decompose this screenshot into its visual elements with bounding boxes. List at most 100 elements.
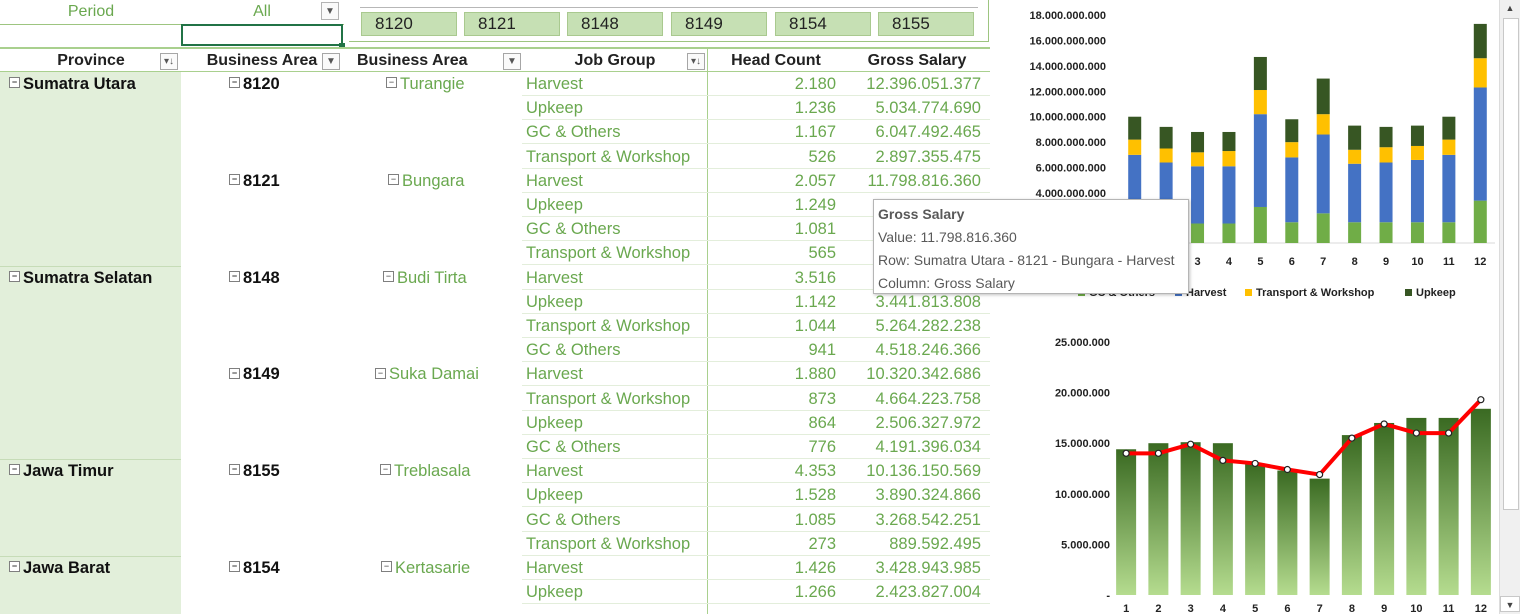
- head-count-cell[interactable]: 1.085: [794, 510, 836, 529]
- job-group-cell[interactable]: Transport & Workshop: [526, 534, 691, 553]
- job-group-cell[interactable]: Harvest: [526, 559, 583, 577]
- gross-salary-cell[interactable]: 3.441.813.808: [875, 292, 981, 311]
- job-group-cell[interactable]: Upkeep: [526, 292, 583, 311]
- collapse-icon[interactable]: −: [9, 561, 20, 573]
- business-area-desc-cell[interactable]: − Kertasarie: [381, 556, 470, 580]
- business-area-desc-cell[interactable]: − Bungara: [388, 169, 464, 193]
- job-group-cell[interactable]: Harvest: [526, 268, 583, 287]
- gross-salary-cell[interactable]: 5.034.774.690: [875, 99, 981, 118]
- collapse-icon[interactable]: −: [9, 77, 20, 89]
- job-group-cell[interactable]: GC & Others: [526, 438, 621, 456]
- stacked-bar-chart[interactable]: 4.000.000.000 6.000.000.000 8.000.000.000 1…: [1000, 0, 1497, 305]
- head-count-cell[interactable]: 1.528: [794, 486, 836, 505]
- period-filter-value[interactable]: All: [253, 3, 271, 20]
- province-cell[interactable]: − Jawa Barat: [9, 556, 110, 580]
- slicer-item[interactable]: 8149: [671, 12, 767, 36]
- province-cell[interactable]: − Sumatra Utara: [9, 72, 136, 96]
- head-count-cell[interactable]: 941: [808, 341, 836, 360]
- selected-cell[interactable]: [181, 24, 343, 46]
- business-area-desc-cell[interactable]: − Suka Damai: [375, 362, 479, 386]
- job-group-cell[interactable]: Harvest: [526, 75, 583, 93]
- job-group-cell[interactable]: Upkeep: [526, 99, 583, 118]
- gross-salary-cell[interactable]: 6.047.492.465: [875, 123, 981, 142]
- gross-salary-cell[interactable]: 12.396.051.377: [866, 75, 981, 93]
- province-cell[interactable]: − Jawa Timur: [9, 459, 113, 483]
- gross-salary-cell[interactable]: 4.191.396.034: [875, 438, 981, 456]
- collapse-icon[interactable]: −: [9, 464, 20, 476]
- job-group-cell[interactable]: GC & Others: [526, 510, 621, 529]
- collapse-icon[interactable]: −: [9, 270, 20, 282]
- desc-filter-button[interactable]: ▼: [503, 53, 521, 70]
- job-group-cell[interactable]: Upkeep: [526, 196, 583, 214]
- gross-salary-cell[interactable]: 889.592.495: [889, 534, 981, 553]
- head-count-cell[interactable]: 1.249: [794, 196, 836, 214]
- vertical-scrollbar[interactable]: ▲ ▼: [1499, 0, 1520, 614]
- province-filter-button[interactable]: ▾↓: [160, 53, 178, 70]
- bar-line-chart[interactable]: - 5.000.000 10.000.000 15.000.000 20.000.000…: [1000, 320, 1497, 614]
- head-count-cell[interactable]: 4.353: [794, 462, 836, 481]
- period-dropdown-button[interactable]: ▼: [321, 2, 339, 20]
- gross-salary-cell[interactable]: 5.264.282.238: [875, 317, 981, 335]
- head-count-cell[interactable]: 2.180: [794, 75, 836, 93]
- collapse-icon[interactable]: −: [388, 173, 399, 185]
- collapse-icon[interactable]: −: [229, 77, 240, 89]
- job-group-cell[interactable]: Harvest: [526, 365, 583, 384]
- collapse-icon[interactable]: −: [375, 367, 386, 379]
- job-group-cell[interactable]: Upkeep: [526, 413, 583, 432]
- gross-salary-cell[interactable]: 4.518.246.366: [875, 341, 981, 360]
- business-area-cell[interactable]: −8154: [229, 556, 280, 580]
- head-count-cell[interactable]: 273: [808, 534, 836, 553]
- gross-salary-cell[interactable]: 2.506.327.972: [875, 413, 981, 432]
- job-group-cell[interactable]: Transport & Workshop: [526, 317, 691, 335]
- head-count-cell[interactable]: 873: [808, 389, 836, 408]
- job-group-cell[interactable]: Transport & Workshop: [526, 244, 691, 263]
- head-count-cell[interactable]: 526: [808, 147, 836, 166]
- gross-salary-cell[interactable]: 10.320.342.686: [866, 365, 981, 384]
- head-count-cell[interactable]: 1.266: [794, 583, 836, 602]
- business-area-cell[interactable]: −8149: [229, 362, 280, 386]
- scroll-down-icon[interactable]: ▼: [1500, 596, 1520, 612]
- business-area-cell[interactable]: −8120: [229, 72, 280, 96]
- collapse-icon[interactable]: −: [229, 367, 240, 379]
- business-area-desc-cell[interactable]: − Budi Tirta: [383, 266, 467, 290]
- business-area-cell[interactable]: −8148: [229, 266, 280, 290]
- head-count-cell[interactable]: 1.880: [794, 365, 836, 384]
- job-group-cell[interactable]: Transport & Workshop: [526, 147, 691, 166]
- collapse-icon[interactable]: −: [229, 561, 240, 573]
- province-cell[interactable]: − Sumatra Selatan: [9, 266, 152, 290]
- head-count-cell[interactable]: 565: [808, 244, 836, 263]
- head-count-cell[interactable]: 1.167: [794, 123, 836, 142]
- collapse-icon[interactable]: −: [229, 173, 240, 185]
- business-area-desc-cell[interactable]: − Turangie: [386, 72, 465, 96]
- gross-salary-cell[interactable]: 3.428.943.985: [875, 559, 981, 577]
- gross-salary-cell[interactable]: 3.268.542.251: [875, 510, 981, 529]
- job-group-cell[interactable]: GC & Others: [526, 123, 621, 142]
- business-area-filter-button[interactable]: ▼: [322, 53, 340, 70]
- head-count-cell[interactable]: 864: [808, 413, 836, 432]
- head-count-cell[interactable]: 1.142: [794, 292, 836, 311]
- gross-salary-cell[interactable]: 10.136.150.569: [866, 462, 981, 481]
- collapse-icon[interactable]: −: [381, 561, 392, 573]
- head-count-cell[interactable]: 3.516: [794, 268, 836, 287]
- collapse-icon[interactable]: −: [383, 270, 394, 282]
- slicer-item[interactable]: 8155: [878, 12, 974, 36]
- gross-salary-cell[interactable]: 2.897.355.475: [875, 147, 981, 166]
- collapse-icon[interactable]: −: [229, 464, 240, 476]
- business-area-cell[interactable]: −8155: [229, 459, 280, 483]
- business-area-cell[interactable]: −8121: [229, 169, 280, 193]
- job-group-cell[interactable]: Harvest: [526, 462, 583, 481]
- business-area-desc-cell[interactable]: − Treblasala: [380, 459, 470, 483]
- gross-salary-cell[interactable]: 11.798.816.360: [867, 171, 981, 190]
- job-group-cell[interactable]: Harvest: [526, 171, 583, 190]
- job-group-cell[interactable]: Upkeep: [526, 583, 583, 602]
- head-count-cell[interactable]: 776: [808, 438, 836, 456]
- gross-salary-cell[interactable]: 4.664.223.758: [875, 389, 981, 408]
- job-group-cell[interactable]: Upkeep: [526, 486, 583, 505]
- slicer-item[interactable]: 8148: [567, 12, 663, 36]
- head-count-cell[interactable]: 1.044: [794, 317, 836, 335]
- head-count-cell[interactable]: 1.236: [794, 99, 836, 118]
- collapse-icon[interactable]: −: [229, 270, 240, 282]
- head-count-cell[interactable]: 1.426: [794, 559, 836, 577]
- scroll-thumb[interactable]: [1503, 18, 1519, 510]
- job-group-filter-button[interactable]: ▾↓: [687, 53, 705, 70]
